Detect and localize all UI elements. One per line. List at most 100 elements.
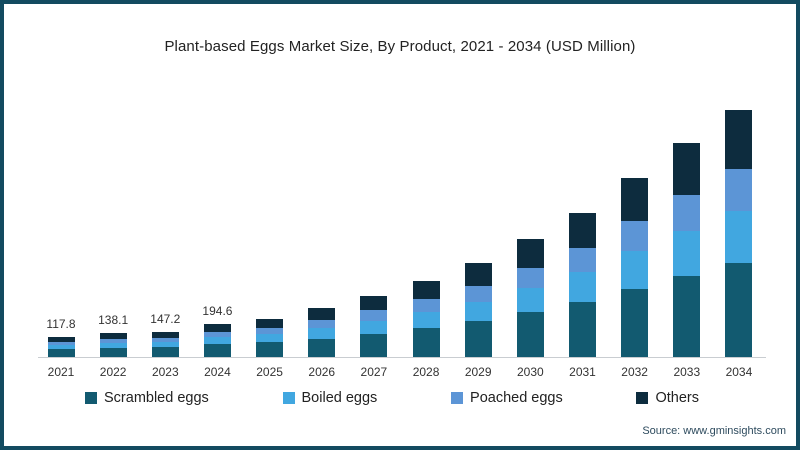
bar-segment-others	[308, 308, 336, 321]
bar-segment-others	[412, 281, 440, 300]
bar-value-label-2024: 194.6	[202, 303, 233, 318]
bar-segment-others	[673, 143, 701, 195]
legend-label: Poached eggs	[470, 390, 563, 406]
bar-segment-poached-eggs	[151, 337, 179, 343]
bar-segment-poached-eggs	[256, 327, 284, 335]
bar-segment-poached-eggs	[725, 169, 753, 212]
bar-2027	[360, 295, 388, 357]
bar-segment-poached-eggs	[516, 267, 544, 288]
bar-2029	[464, 263, 492, 357]
bar-2031	[569, 213, 596, 357]
bar-segment-boiled-eggs	[203, 337, 231, 345]
bar-segment-poached-eggs	[99, 339, 127, 344]
bar-segment-scrambled-eggs	[725, 263, 753, 357]
legend-item-scrambled-eggs: Scrambled eggs	[85, 390, 209, 406]
bar-segment-scrambled-eggs	[151, 347, 179, 357]
bar-segment-others	[725, 110, 753, 170]
bar-segment-boiled-eggs	[99, 343, 127, 349]
bar-segment-others	[47, 336, 75, 342]
bar-value-label-2023: 147.2	[150, 311, 181, 326]
bar-segment-scrambled-eggs	[203, 344, 231, 357]
legend-item-others: Others	[636, 390, 699, 406]
legend-swatch-icon	[451, 392, 464, 404]
bar-segment-others	[256, 318, 284, 328]
bar-value-label-2022: 138.1	[98, 313, 129, 328]
x-axis-label-2034: 2034	[725, 365, 753, 379]
bar-segment-scrambled-eggs	[621, 288, 649, 357]
bar-segment-poached-eggs	[412, 299, 440, 313]
x-axis-label-2030: 2030	[516, 365, 544, 379]
bar-2026	[308, 308, 336, 357]
legend-item-boiled-eggs: Boiled eggs	[282, 390, 378, 406]
x-axis-line	[38, 357, 766, 358]
bar-2032	[621, 178, 649, 357]
legend-swatch-icon	[282, 392, 295, 404]
bar-segment-scrambled-eggs	[569, 302, 596, 357]
bar-segment-boiled-eggs	[360, 320, 388, 334]
bar-segment-others	[99, 333, 127, 340]
bar-value-label-2021: 117.8	[46, 316, 76, 331]
bar-segment-scrambled-eggs	[308, 338, 336, 357]
bar-2028	[412, 281, 440, 357]
bar-2023	[151, 331, 179, 357]
bar-segment-others	[569, 213, 596, 248]
legend-label: Scrambled eggs	[104, 390, 209, 406]
bar-segment-scrambled-eggs	[99, 348, 127, 357]
x-axis-label-2024: 2024	[204, 365, 231, 379]
bar-segment-scrambled-eggs	[47, 349, 75, 357]
plot-area: 117.8 138.1 147.2 194.6 2021 2022 2023 2024 202…	[4, 4, 796, 446]
bar-segment-boiled-eggs	[569, 272, 596, 303]
bar-segment-poached-eggs	[464, 285, 492, 302]
bar-2024	[203, 323, 231, 357]
bar-segment-scrambled-eggs	[412, 328, 440, 357]
bar-segment-boiled-eggs	[516, 287, 544, 313]
x-axis-label-2027: 2027	[360, 365, 388, 379]
bar-segment-boiled-eggs	[151, 342, 179, 348]
bar-segment-scrambled-eggs	[516, 312, 544, 357]
bar-segment-boiled-eggs	[47, 345, 75, 350]
chart-title: Plant-based Eggs Market Size, By Product…	[164, 38, 636, 55]
legend-swatch-icon	[85, 392, 97, 404]
x-axis-label-2022: 2022	[99, 365, 127, 379]
bar-segment-scrambled-eggs	[673, 275, 701, 357]
bar-segment-boiled-eggs	[308, 328, 336, 339]
bar-segment-others	[360, 295, 388, 311]
x-axis-label-2025: 2025	[256, 365, 283, 379]
bar-2021	[47, 336, 75, 357]
bar-2025	[256, 318, 284, 357]
x-axis-label-2028: 2028	[412, 365, 440, 379]
bar-segment-others	[516, 239, 544, 268]
bar-segment-others	[464, 263, 492, 286]
bar-segment-boiled-eggs	[673, 230, 701, 276]
x-axis-label-2026: 2026	[308, 365, 336, 379]
bar-segment-poached-eggs	[621, 221, 649, 252]
bar-segment-boiled-eggs	[256, 334, 284, 343]
legend-item-poached-eggs: Poached eggs	[451, 390, 563, 406]
bar-2022	[99, 333, 127, 357]
bar-segment-poached-eggs	[673, 194, 701, 231]
x-axis-label-2033: 2033	[673, 365, 701, 379]
bar-segment-others	[151, 331, 179, 338]
bar-segment-boiled-eggs	[464, 301, 492, 322]
bar-segment-poached-eggs	[203, 331, 231, 338]
x-axis-label-2032: 2032	[621, 365, 648, 379]
bar-segment-boiled-eggs	[412, 312, 440, 329]
x-axis-label-2021: 2021	[47, 365, 75, 379]
bar-segment-scrambled-eggs	[360, 333, 388, 357]
x-axis-label-2029: 2029	[464, 365, 492, 379]
x-axis-label-2023: 2023	[151, 365, 179, 379]
bar-segment-scrambled-eggs	[256, 342, 284, 357]
bar-segment-others	[621, 178, 649, 222]
legend-swatch-icon	[636, 392, 649, 404]
bar-2030	[516, 239, 544, 357]
source-credit: Source: www.gminsights.com	[642, 425, 786, 437]
bar-segment-poached-eggs	[47, 341, 75, 346]
bar-segment-poached-eggs	[360, 310, 388, 321]
legend: Scrambled eggs Boiled eggs Poached eggs Oth…	[85, 390, 699, 406]
legend-label: Boiled eggs	[301, 390, 378, 406]
bar-segment-poached-eggs	[308, 320, 336, 329]
bar-segment-boiled-eggs	[725, 211, 753, 264]
bar-segment-boiled-eggs	[621, 251, 649, 289]
bar-2033	[673, 143, 701, 357]
